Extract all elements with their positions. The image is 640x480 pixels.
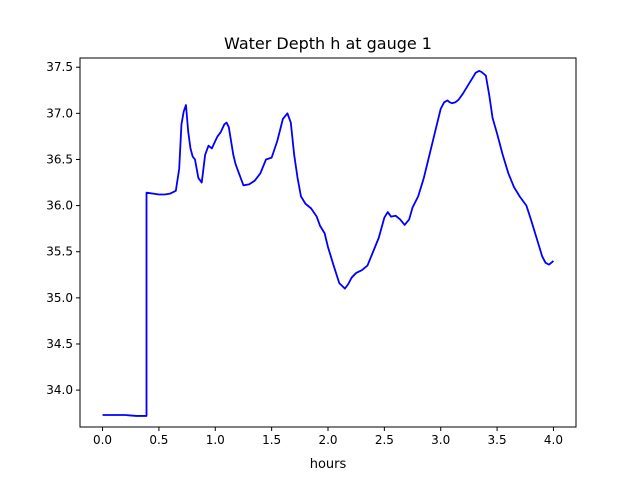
y-tick-label: 34.5	[46, 337, 73, 351]
chart-title: Water Depth h at gauge 1	[224, 34, 432, 53]
y-tick-label: 34.0	[46, 383, 73, 397]
x-tick-label: 0.0	[93, 433, 112, 447]
y-tick-label: 36.0	[46, 199, 73, 213]
x-tick-label: 2.0	[318, 433, 337, 447]
x-tick-label: 1.0	[206, 433, 225, 447]
x-axis-label: hours	[310, 457, 347, 472]
y-tick-label: 37.0	[46, 106, 73, 120]
x-tick-label: 0.5	[149, 433, 168, 447]
y-tick-label: 36.5	[46, 152, 73, 166]
x-tick-label: 2.5	[375, 433, 394, 447]
y-tick-label: 35.5	[46, 245, 73, 259]
y-tick-label: 35.0	[46, 291, 73, 305]
series-line-0	[102, 70, 555, 417]
x-tick-label: 4.0	[544, 433, 563, 447]
x-tick-label: 3.5	[488, 433, 507, 447]
x-tick-label: 3.0	[431, 433, 450, 447]
y-tick-label: 37.5	[46, 60, 73, 74]
x-tick-label: 1.5	[262, 433, 281, 447]
